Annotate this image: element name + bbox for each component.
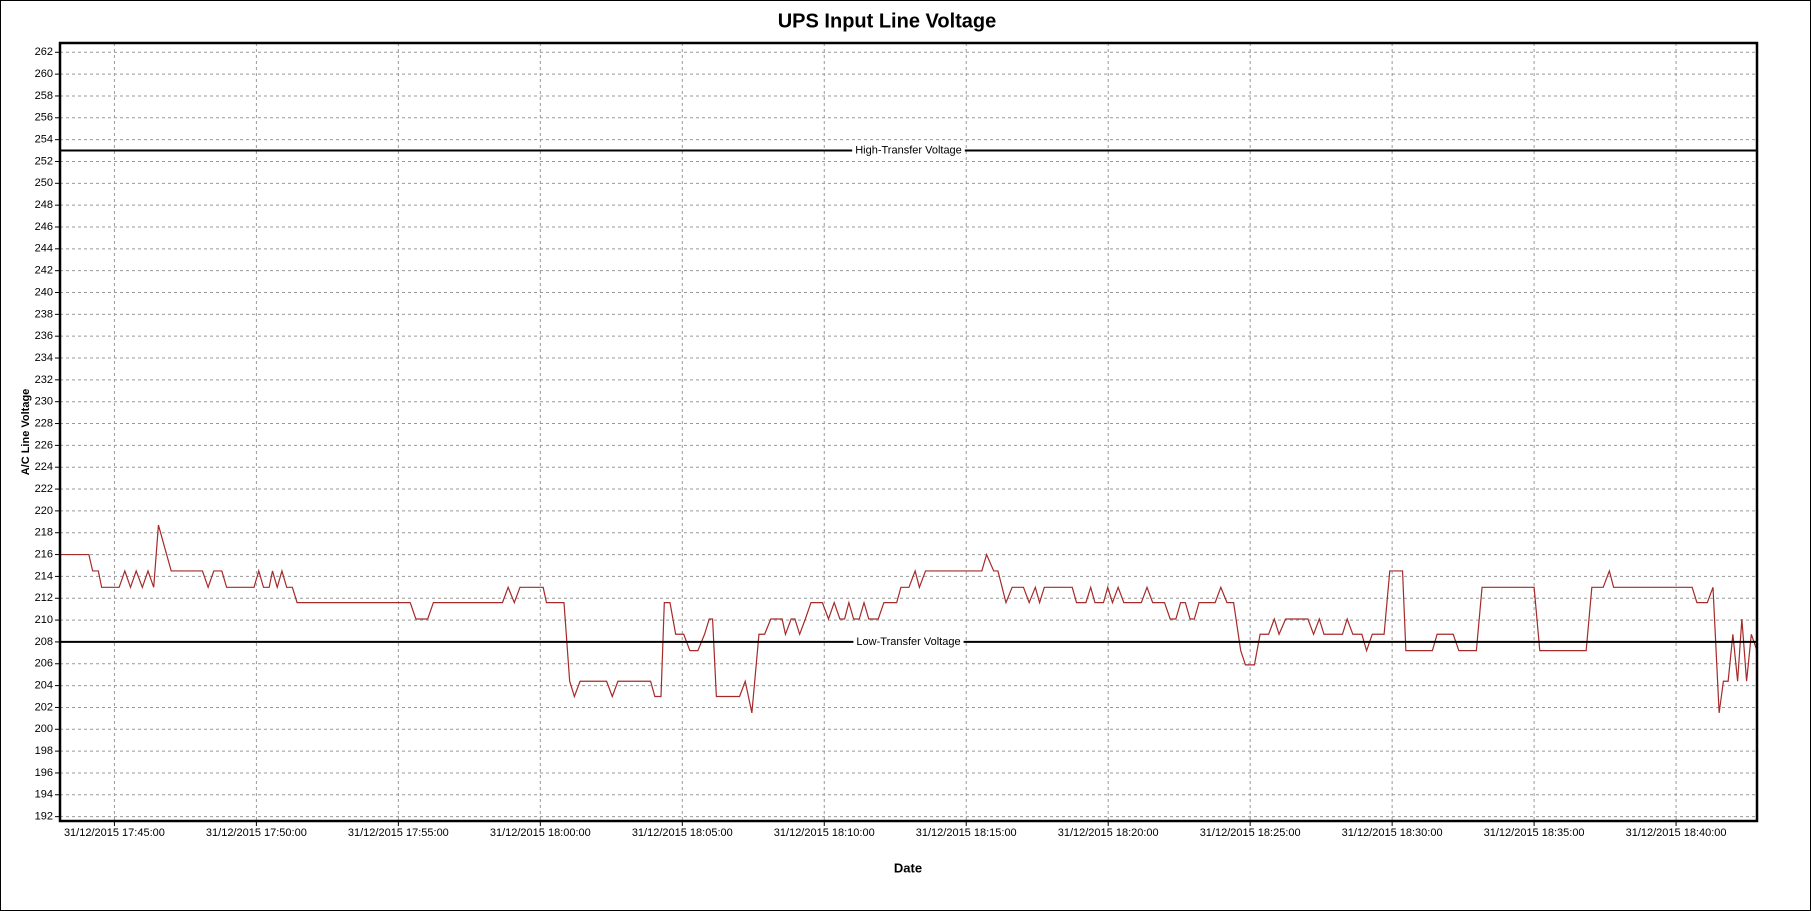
y-tick-label: 208: [35, 636, 53, 648]
y-tick-label: 218: [35, 527, 53, 539]
reference-label-bg: [852, 144, 965, 157]
y-tick-label: 252: [35, 155, 53, 167]
y-tick-label: 254: [35, 134, 53, 146]
y-tick-label: 260: [35, 68, 53, 80]
y-tick-label: 200: [35, 723, 53, 735]
x-tick-label: 31/12/2015 18:05:00: [632, 827, 733, 839]
y-axis-title: A/C Line Voltage: [20, 389, 32, 476]
y-tick-label: 214: [35, 570, 53, 582]
y-tick-label: 196: [35, 767, 53, 779]
y-tick-label: 206: [35, 658, 53, 670]
y-tick-label: 204: [35, 680, 53, 692]
y-tick-label: 198: [35, 745, 53, 757]
y-tick-label: 212: [35, 592, 53, 604]
x-tick-label: 31/12/2015 18:30:00: [1342, 827, 1443, 839]
reference-label: High-Transfer Voltage: [855, 144, 962, 156]
x-tick-label: 31/12/2015 17:55:00: [348, 827, 449, 839]
y-tick-label: 244: [35, 243, 53, 255]
x-tick-label: 31/12/2015 18:35:00: [1484, 827, 1585, 839]
y-tick-label: 236: [35, 330, 53, 342]
x-tick-label: 31/12/2015 18:15:00: [916, 827, 1017, 839]
data-line: [60, 524, 1758, 714]
y-tick-label: 248: [35, 199, 53, 211]
y-tick-label: 258: [35, 90, 53, 102]
y-tick-label: 226: [35, 439, 53, 451]
y-tick-label: 224: [35, 461, 53, 473]
y-tick-label: 220: [35, 505, 53, 517]
x-axis-title: Date: [894, 860, 922, 875]
plot-border: [58, 41, 1759, 823]
y-tick-label: 246: [35, 221, 53, 233]
y-tick-label: 216: [35, 548, 53, 560]
y-tick-label: 238: [35, 308, 53, 320]
x-tick-label: 31/12/2015 17:45:00: [64, 827, 165, 839]
x-tick-label: 31/12/2015 18:20:00: [1058, 827, 1159, 839]
x-tick-label: 31/12/2015 18:25:00: [1200, 827, 1301, 839]
y-tick-label: 228: [35, 417, 53, 429]
reference-label: Low-Transfer Voltage: [856, 636, 960, 648]
y-tick-label: 250: [35, 177, 53, 189]
y-tick-label: 222: [35, 483, 53, 495]
y-tick-label: 242: [35, 265, 53, 277]
y-tick-label: 192: [35, 811, 53, 823]
x-tick-label: 31/12/2015 18:00:00: [490, 827, 591, 839]
chart-title: UPS Input Line Voltage: [778, 10, 997, 32]
x-tick-label: 31/12/2015 18:40:00: [1626, 827, 1727, 839]
y-tick-label: 232: [35, 374, 53, 386]
y-tick-label: 202: [35, 701, 53, 713]
y-tick-label: 210: [35, 614, 53, 626]
y-tick-label: 234: [35, 352, 53, 364]
y-tick-label: 230: [35, 396, 53, 408]
y-tick-label: 240: [35, 286, 53, 298]
x-tick-label: 31/12/2015 18:10:00: [774, 827, 875, 839]
x-tick-label: 31/12/2015 17:50:00: [206, 827, 307, 839]
reference-label-bg: [853, 635, 964, 648]
y-tick-label: 262: [35, 46, 53, 58]
y-tick-label: 256: [35, 112, 53, 124]
y-tick-label: 194: [35, 789, 53, 801]
